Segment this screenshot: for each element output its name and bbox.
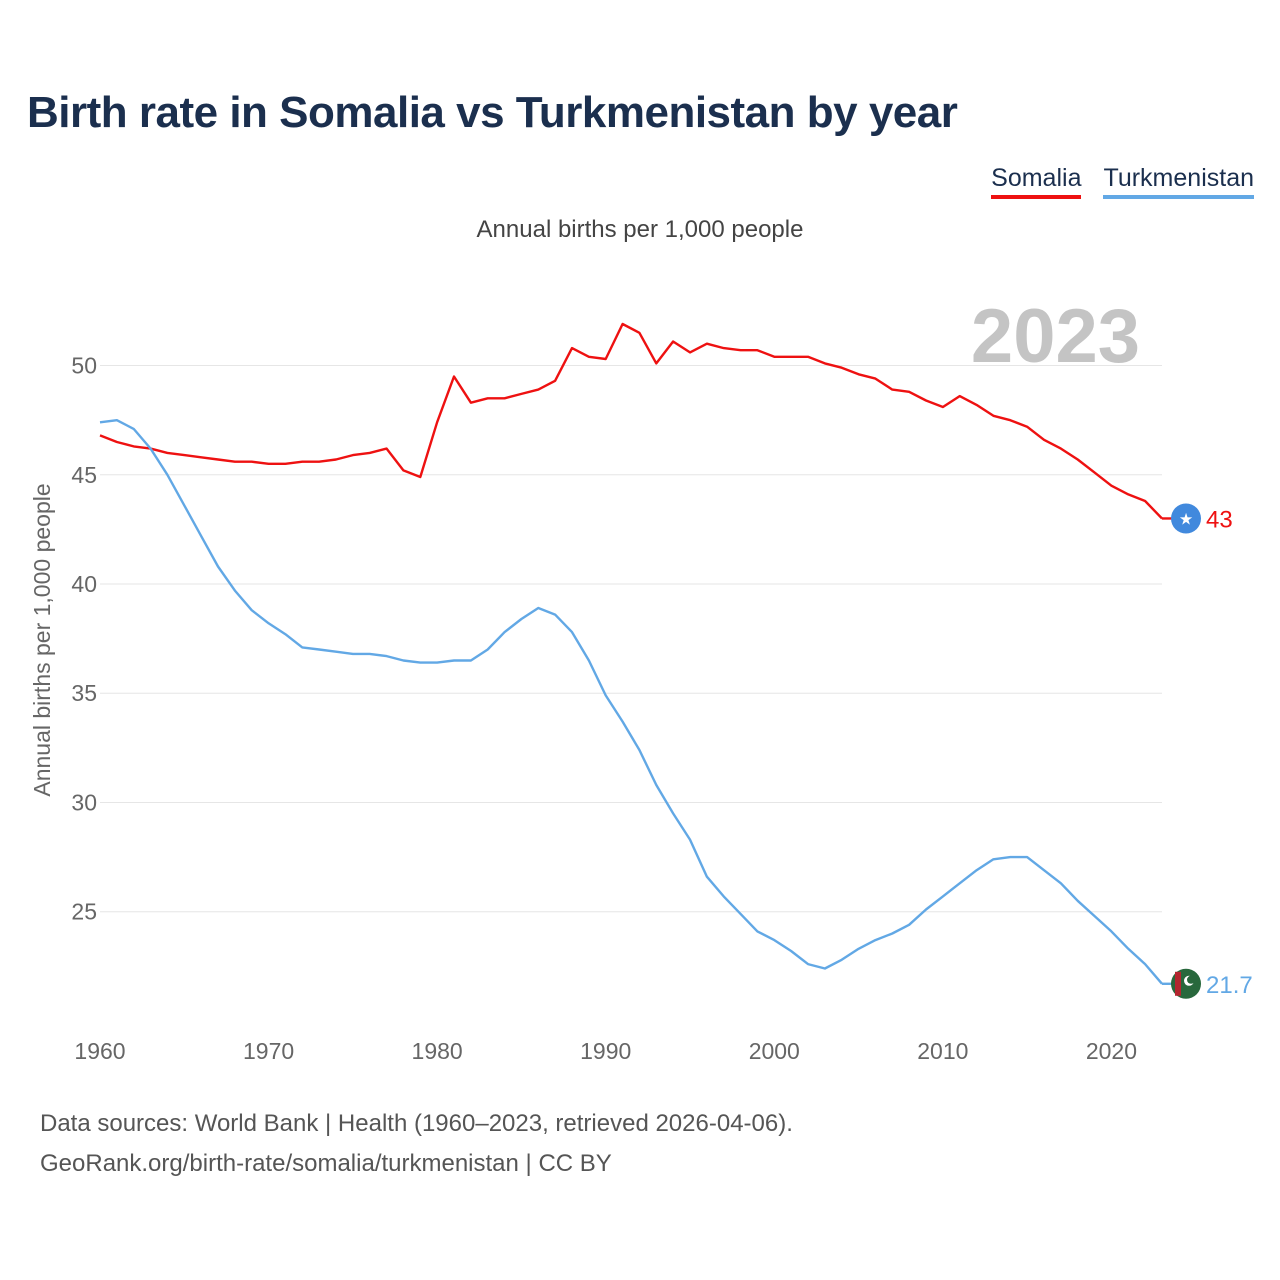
x-tick-label: 1970	[243, 1038, 294, 1064]
y-tick-label: 45	[71, 462, 97, 488]
footer: Data sources: World Bank | Health (1960–…	[40, 1104, 793, 1184]
y-tick-label: 40	[71, 571, 97, 597]
series-line-turkmenistan	[99, 419, 1163, 985]
chart-title: Birth rate in Somalia vs Turkmenistan by…	[27, 88, 958, 137]
legend-item-somalia[interactable]: Somalia	[991, 164, 1082, 199]
x-tick-label: 1990	[580, 1038, 631, 1064]
y-tick-label: 25	[71, 899, 97, 925]
footer-url[interactable]: GeoRank.org/birth-rate/somalia/turkmenis…	[40, 1150, 612, 1177]
somalia-flag-icon	[1171, 503, 1201, 534]
chart-subtitle: Annual births per 1,000 people	[476, 216, 804, 243]
x-tick-label: 1980	[412, 1038, 463, 1064]
year-watermark: 2023	[971, 294, 1140, 379]
y-axis-title: Annual births per 1,000 people	[29, 483, 55, 796]
y-tick-label: 35	[71, 680, 97, 706]
flag-star-icon: ★	[1179, 509, 1193, 528]
legend-item-turkmenistan[interactable]: Turkmenistan	[1103, 164, 1254, 199]
series-end-label-somalia: 43	[1206, 506, 1233, 533]
series-line-somalia	[99, 322, 1163, 520]
legend: Somalia Turkmenistan	[991, 164, 1254, 199]
flag-carpet-stripe-icon	[1175, 971, 1181, 996]
x-tick-label: 2010	[917, 1038, 968, 1064]
flag-crescent-cut	[1187, 975, 1195, 984]
footer-sources: Data sources: World Bank | Health (1960–…	[40, 1110, 793, 1137]
x-tick-label: 2000	[749, 1038, 800, 1064]
y-tick-label: 50	[71, 353, 97, 379]
x-tick-label: 1960	[74, 1038, 125, 1064]
x-tick-label: 2020	[1086, 1038, 1137, 1064]
series-end-label-turkmenistan: 21.7	[1206, 972, 1253, 999]
y-tick-label: 30	[71, 789, 97, 815]
